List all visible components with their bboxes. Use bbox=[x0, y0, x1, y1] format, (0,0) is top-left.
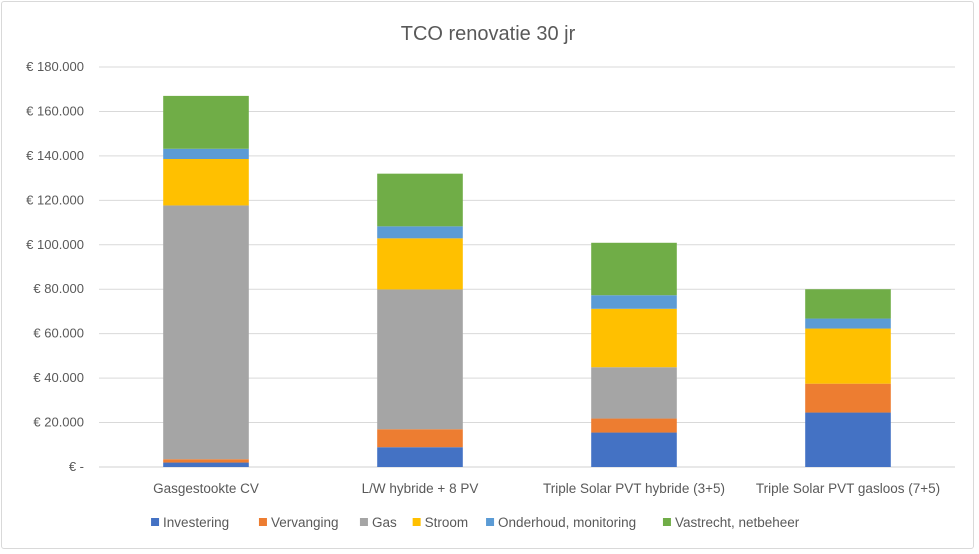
y-tick-label: € 40.000 bbox=[33, 370, 84, 385]
y-tick-label: € 120.000 bbox=[26, 192, 84, 207]
y-tick-label: € 20.000 bbox=[33, 415, 84, 430]
bar-segment-gas bbox=[591, 367, 677, 419]
y-tick-label: € - bbox=[69, 459, 84, 474]
legend-swatch bbox=[359, 518, 368, 526]
legend-swatch bbox=[151, 518, 160, 526]
x-category-label: Gasgestookte CV bbox=[153, 481, 259, 496]
y-tick-label: € 160.000 bbox=[26, 103, 84, 118]
bar-segment-investering bbox=[591, 432, 677, 467]
y-tick-label: € 100.000 bbox=[26, 237, 84, 252]
bars bbox=[163, 95, 891, 467]
bar-segment-onderhoud-monitoring bbox=[163, 148, 249, 159]
x-category-label: Triple Solar PVT gasloos (7+5) bbox=[756, 481, 940, 496]
bar-segment-stroom bbox=[591, 308, 677, 368]
bar-segment-onderhoud-monitoring bbox=[805, 318, 891, 329]
bar-segment-gas bbox=[163, 205, 249, 460]
bar-segment-vastrecht-netbeheer bbox=[805, 289, 891, 319]
legend: Investering Vervanging Gas Stroom Onderhoud,… bbox=[151, 515, 800, 530]
legend-label: Investering bbox=[163, 515, 229, 530]
bar-segment-vervanging bbox=[591, 418, 677, 433]
legend-label: Gas bbox=[372, 515, 397, 530]
bar-segment-stroom bbox=[377, 238, 463, 290]
bar-segment-vastrecht-netbeheer bbox=[591, 242, 677, 296]
y-tick-label: € 180.000 bbox=[26, 59, 84, 74]
legend-label: Onderhoud, monitoring bbox=[498, 515, 636, 530]
y-tick-label: € 60.000 bbox=[33, 326, 84, 341]
bar-segment-stroom bbox=[805, 328, 891, 384]
legend-swatch bbox=[662, 518, 671, 526]
legend-swatch bbox=[258, 518, 267, 526]
legend-label: Vervanging bbox=[271, 515, 339, 530]
bar-segment-vervanging bbox=[805, 383, 891, 413]
x-axis-categories: Gasgestookte CV L/W hybride + 8 PV Triple … bbox=[153, 481, 940, 496]
bar-segment-vervanging bbox=[163, 459, 249, 463]
legend-swatch bbox=[412, 518, 421, 526]
bar-segment-onderhoud-monitoring bbox=[377, 226, 463, 239]
bar-segment-onderhoud-monitoring bbox=[591, 295, 677, 309]
bar-segment-vastrecht-netbeheer bbox=[163, 95, 249, 149]
bar-segment-investering bbox=[163, 462, 249, 467]
x-category-label: Triple Solar PVT hybride (3+5) bbox=[543, 481, 725, 496]
bar-segment-vervanging bbox=[377, 429, 463, 448]
bar-segment-gas bbox=[377, 289, 463, 430]
x-category-label: L/W hybride + 8 PV bbox=[362, 481, 479, 496]
legend-swatch bbox=[486, 518, 495, 526]
bar-segment-investering bbox=[805, 412, 891, 467]
legend-label: Vastrecht, netbeheer bbox=[675, 515, 800, 530]
y-tick-label: € 140.000 bbox=[26, 148, 84, 163]
legend-label: Stroom bbox=[425, 515, 469, 530]
bar-segment-vastrecht-netbeheer bbox=[377, 173, 463, 227]
bar-segment-stroom bbox=[163, 159, 249, 206]
y-axis-ticks: € - € 20.000 € 40.000 € 60.000 € 80.000 € 100… bbox=[26, 59, 84, 474]
y-tick-label: € 80.000 bbox=[33, 281, 84, 296]
bar-segment-investering bbox=[377, 447, 463, 467]
chart-title: TCO renovatie 30 jr bbox=[401, 23, 576, 45]
